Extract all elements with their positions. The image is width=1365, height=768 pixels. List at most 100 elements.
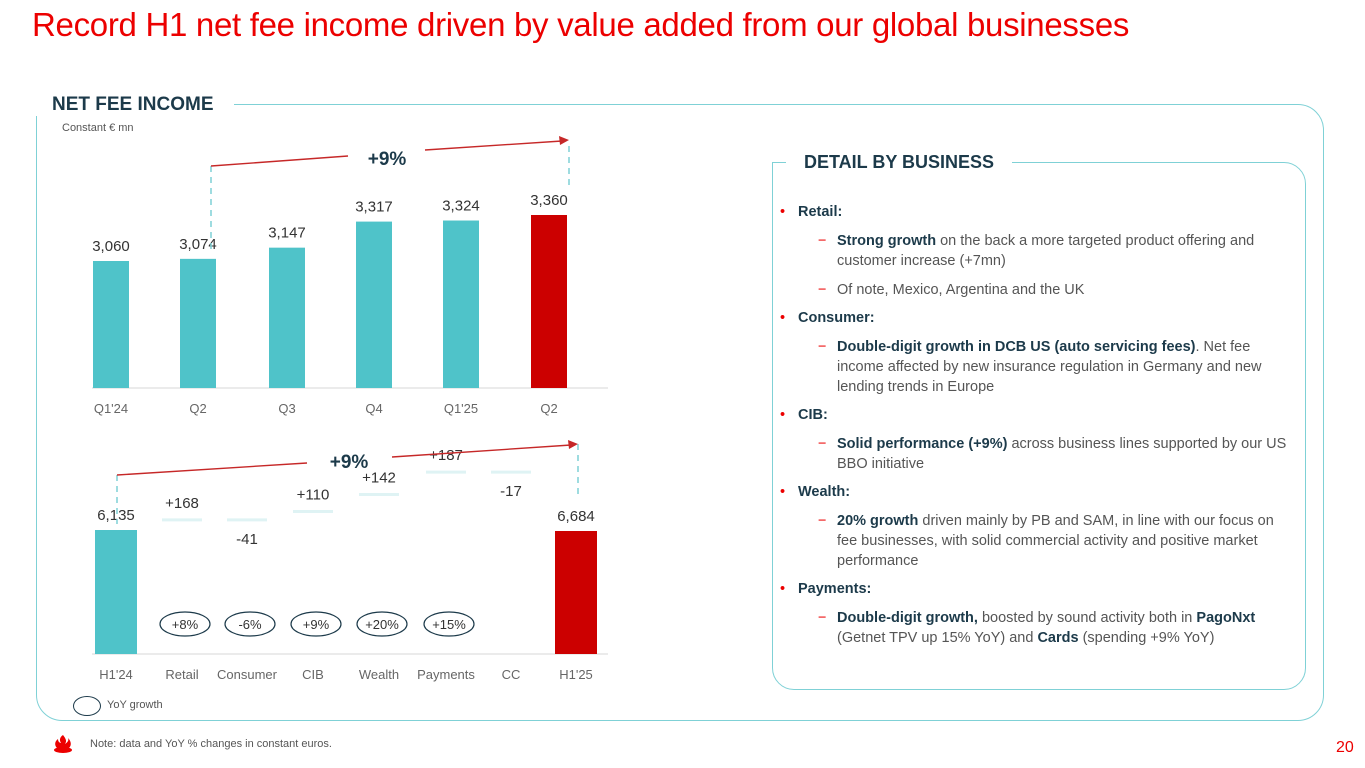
- highlight-text: Double-digit growth in DCB US (auto serv…: [837, 339, 1196, 355]
- business-item: • Consumer: − Double-digit growth in DCB US…: [780, 308, 1290, 397]
- dash-icon: −: [818, 282, 827, 298]
- bar-value-label: +142: [362, 470, 396, 487]
- highlight-text: Double-digit growth,: [837, 610, 978, 626]
- x-tick-label: Q3: [278, 401, 295, 416]
- yoy-growth-label: +8%: [172, 617, 199, 632]
- santander-flame-logo: [54, 735, 72, 753]
- bar-value-label: +168: [165, 495, 199, 512]
- business-detail: − Of note, Mexico, Argentina and the UK: [798, 280, 1290, 300]
- growth-line-left: [210, 155, 349, 167]
- x-tick-label: Wealth: [359, 667, 399, 682]
- yoy-growth-label: +20%: [365, 617, 399, 632]
- bullet-icon: •: [780, 484, 786, 500]
- x-tick-label: Q1'24: [94, 401, 128, 416]
- x-tick-label: Payments: [417, 667, 475, 682]
- growth-line-right: [391, 444, 572, 458]
- yoy-growth-bubble: [356, 611, 408, 637]
- detail-text: on the back a more targeted product offe…: [837, 233, 1255, 269]
- x-tick-label: Q1'25: [444, 401, 478, 416]
- detail-list: • Retail: − Strong growth on the back a mor…: [780, 202, 1290, 656]
- business-detail: −20% growth driven mainly by PB and SAM,…: [798, 511, 1290, 571]
- x-tick-label: Consumer: [217, 667, 278, 682]
- yoy-growth-bubble: [423, 611, 475, 637]
- business-name: CIB:: [798, 407, 828, 423]
- dash-icon: −: [818, 233, 827, 249]
- dash-icon: −: [818, 513, 827, 529]
- x-tick-label: H1'25: [559, 667, 593, 682]
- growth-arrowhead: [559, 136, 569, 145]
- bar-1: [93, 261, 129, 388]
- business-item: • Retail: − Strong growth on the back a mor…: [780, 202, 1290, 300]
- highlight-text: Strong growth: [837, 233, 937, 249]
- highlight-text: PagoNxt: [1196, 610, 1256, 626]
- growth-line-right: [424, 140, 563, 151]
- bar-3: [269, 247, 305, 388]
- growth-line-left: [116, 462, 308, 476]
- yoy-legend-icon: [73, 696, 101, 716]
- dash-icon: −: [818, 339, 827, 355]
- growth-arrowhead: [568, 440, 578, 449]
- business-name: Wealth:: [798, 484, 851, 500]
- quarterly-chart: 3,060 Q1'24 3,074 Q2 3,147 Q3 3,317 Q4 3,324 Q1'2…: [92, 136, 608, 416]
- growth-label: +9%: [330, 452, 369, 473]
- x-tick-label: CC: [502, 667, 521, 682]
- highlight-text: 20% growth: [837, 513, 919, 529]
- footnote: Note: data and YoY % changes in constant…: [90, 738, 332, 750]
- bar-5: [443, 220, 479, 388]
- detail-text: (Getnet TPV up 15% YoY) and: [837, 630, 1038, 646]
- waterfall-chart: 6,135 H1'24 +168 Retail +8% -41 Consumer -6% +11…: [92, 440, 608, 682]
- detail-text: . Net fee income affected by new insuran…: [837, 339, 1262, 395]
- yoy-legend-label: YoY growth: [107, 699, 163, 711]
- detail-panel: [772, 162, 1306, 690]
- detail-text: (spending +9% YoY): [1078, 630, 1215, 646]
- bar-value-label: -17: [500, 483, 522, 500]
- bar-value-label: 3,147: [268, 225, 306, 242]
- bullet-icon: •: [780, 310, 786, 326]
- bar-value-label: 6,684: [557, 508, 595, 525]
- yoy-growth-label: -6%: [238, 617, 262, 632]
- detail-heading: DETAIL BY BUSINESS: [786, 152, 1013, 173]
- detail-text: driven mainly by PB and SAM, in line wit…: [837, 513, 1274, 569]
- yoy-growth-bubble: [224, 611, 276, 637]
- business-item: • Wealth: −20% growth driven mainly by PB …: [780, 482, 1290, 571]
- business-item: • CIB: − Solid performance (+9%) across bus…: [780, 405, 1290, 474]
- business-detail: − Strong growth on the back a more target…: [798, 231, 1290, 271]
- net-fee-income-panel: [36, 104, 1324, 721]
- x-tick-label: Q2: [540, 401, 557, 416]
- highlight-text: Cards: [1037, 630, 1079, 646]
- yoy-growth-label: +15%: [432, 617, 466, 632]
- business-name: Retail:: [798, 204, 843, 220]
- business-detail: − Double-digit growth, boosted by sound a…: [798, 608, 1290, 648]
- slide-title: Record H1 net fee income driven by value…: [32, 6, 1130, 43]
- page-number: 20: [1336, 739, 1354, 756]
- highlight-text: Solid performance (+9%): [837, 436, 1008, 452]
- dash-icon: −: [818, 436, 827, 452]
- bar-value-label: 3,317: [355, 199, 393, 216]
- bar-value-label: +110: [297, 487, 330, 504]
- bar-6: [531, 215, 567, 388]
- x-tick-label: Q2: [189, 401, 206, 416]
- detail-text: Of note, Mexico, Argentina and the UK: [837, 282, 1085, 298]
- bar-4: [356, 221, 392, 388]
- bar-value-label: 3,060: [92, 238, 130, 255]
- waterfall-total-bar-8: [555, 531, 597, 654]
- x-tick-label: Retail: [165, 667, 198, 682]
- bullet-icon: •: [780, 581, 786, 597]
- bar-value-label: 3,324: [442, 198, 480, 215]
- bar-value-label: +187: [429, 447, 463, 464]
- x-tick-label: CIB: [302, 667, 324, 682]
- dash-icon: −: [818, 610, 827, 626]
- bar-value-label: 6,135: [97, 507, 135, 524]
- panel-heading: NET FEE INCOME: [30, 94, 234, 116]
- growth-label: +9%: [368, 149, 407, 170]
- panel-subheading: Constant € mn: [62, 122, 134, 134]
- bullet-icon: •: [780, 204, 786, 220]
- yoy-growth-bubble: [290, 611, 342, 637]
- business-item: • Payments: − Double-digit growth, boosted …: [780, 579, 1290, 648]
- bar-value-label: 3,360: [530, 192, 568, 209]
- business-name: Payments:: [798, 581, 872, 597]
- x-tick-label: Q4: [365, 401, 382, 416]
- bar-value-label: 3,074: [179, 236, 217, 253]
- bar-2: [180, 258, 216, 388]
- business-name: Consumer:: [798, 310, 875, 326]
